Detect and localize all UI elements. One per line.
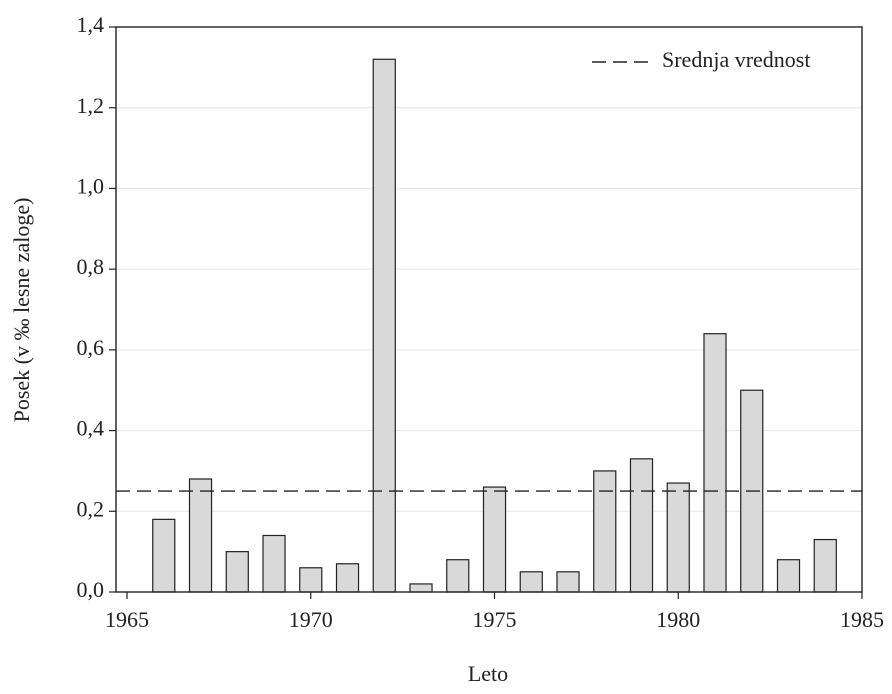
- y-tick-label: 1,4: [77, 12, 105, 37]
- bar: [335, 563, 360, 593]
- y-tick-label: 0,6: [77, 335, 105, 360]
- x-tick-label: 1980: [656, 607, 700, 632]
- bar: [409, 583, 433, 593]
- y-tick-label: 1,0: [77, 173, 105, 198]
- bar: [225, 551, 249, 593]
- x-tick-label: 1975: [473, 607, 517, 632]
- bar: [703, 333, 727, 593]
- y-tick-label: 0,2: [77, 496, 105, 521]
- plot-frame: [115, 26, 863, 593]
- bar: [188, 478, 213, 593]
- x-tick-label: 1965: [105, 607, 149, 632]
- legend-label: Srednja vrednost: [662, 47, 810, 72]
- bar: [152, 518, 176, 593]
- x-tick-label: 1970: [289, 607, 333, 632]
- y-tick-label: 0,4: [77, 416, 105, 441]
- bar: [776, 559, 801, 593]
- bar: [813, 538, 837, 593]
- y-tick-label: 0,0: [77, 577, 105, 602]
- bar: [556, 571, 580, 593]
- bar: [519, 571, 543, 593]
- x-axis-label: Leto: [468, 661, 508, 686]
- bar: [593, 470, 617, 593]
- bar: [666, 482, 690, 593]
- bar: [446, 559, 470, 593]
- bar: [299, 567, 323, 593]
- y-tick-label: 0,8: [77, 254, 105, 279]
- y-axis-label: Posek (v ‰ lesne zaloge): [9, 198, 34, 423]
- bar: [482, 486, 507, 593]
- y-tick-label: 1,2: [77, 93, 105, 118]
- bar: [262, 534, 286, 593]
- bar: [629, 458, 654, 593]
- x-tick-label: 1985: [840, 607, 884, 632]
- bar: [372, 58, 396, 593]
